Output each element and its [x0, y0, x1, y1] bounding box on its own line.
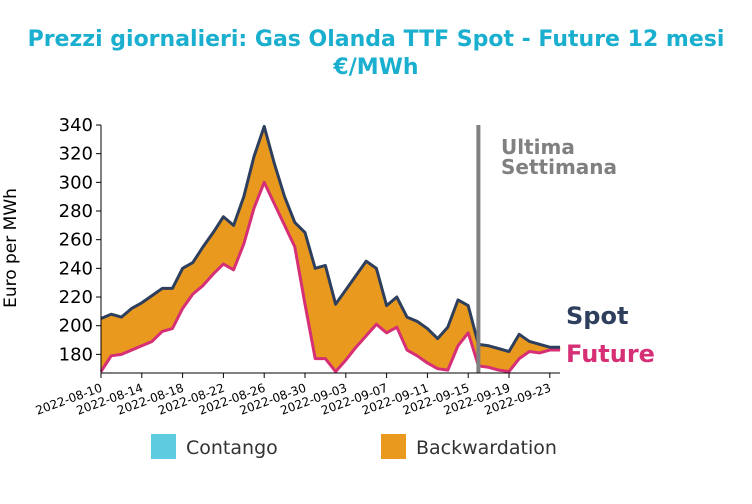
chart-subtitle: €/MWh	[332, 55, 418, 80]
y-axis: 180 200 220 240 260 280 300 320 340	[59, 115, 102, 373]
annotation-line-2: Settimana	[501, 155, 617, 179]
spot-end-label: Spot	[566, 302, 628, 330]
chart-title: Prezzi giornalieri: Gas Olanda TTF Spot …	[28, 27, 725, 52]
y-axis-label: Euro per MWh	[1, 188, 21, 308]
spread-segment	[314, 265, 326, 359]
y-tick-label: 280	[59, 201, 93, 222]
annotation-line-1: Ultima	[501, 135, 575, 159]
y-tick-label: 180	[59, 344, 93, 365]
y-tick-label: 220	[59, 287, 93, 308]
y-tick-label: 200	[59, 316, 93, 337]
y-tick-label: 340	[59, 115, 93, 136]
y-tick-label: 240	[59, 258, 93, 279]
legend-swatch-contango	[151, 434, 176, 459]
area-fills	[100, 126, 561, 373]
legend-swatch-backwardation	[381, 434, 406, 459]
spot-line	[100, 124, 560, 353]
y-tick-label: 300	[59, 172, 93, 193]
x-axis: 2022-08-102022-08-142022-08-182022-08-22…	[34, 372, 560, 418]
legend-label-backwardation: Backwardation	[416, 437, 557, 459]
y-tick-label: 260	[59, 230, 93, 251]
spread-segment	[161, 288, 173, 332]
spread-segment	[110, 313, 122, 357]
future-end-label: Future	[566, 340, 655, 368]
spread-segment	[131, 302, 143, 351]
future-line	[99, 180, 560, 374]
legend-label-contango: Contango	[186, 437, 278, 459]
y-tick-label: 320	[59, 144, 93, 165]
